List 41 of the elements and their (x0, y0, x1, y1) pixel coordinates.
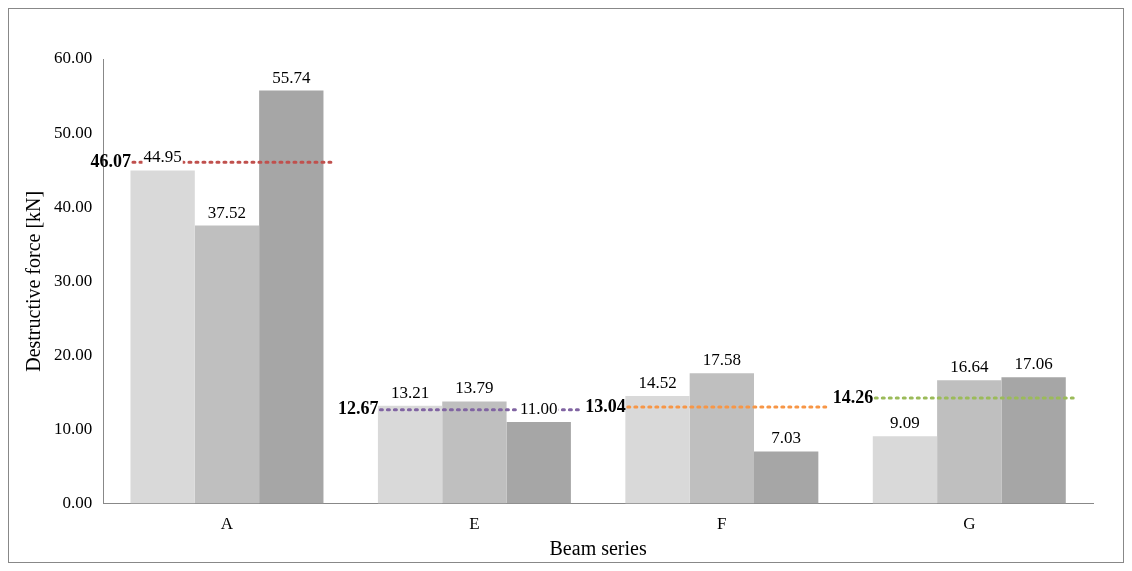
bar (194, 225, 260, 504)
ref-line-label: 12.67 (337, 398, 379, 419)
x-tick-label: A (220, 514, 234, 534)
ref-line-label: 13.04 (585, 395, 626, 416)
ref-line-label: 14.26 (832, 386, 874, 407)
x-tick-label: E (469, 514, 480, 534)
y-axis-title: Destructive force [kN] (22, 190, 45, 372)
y-tick-label: 60.00 (54, 48, 93, 68)
y-tick-label: 50.00 (54, 122, 93, 142)
y-tick-label: 40.00 (54, 196, 93, 216)
bar (872, 436, 938, 504)
data-label: 13.21 (390, 382, 430, 402)
bar (130, 170, 195, 504)
y-tick-label: 30.00 (54, 270, 93, 290)
y-tick-label: 20.00 (54, 344, 93, 364)
data-label: 17.06 (1014, 354, 1053, 374)
data-label: 11.00 (519, 399, 558, 419)
bar (625, 396, 690, 504)
bar (377, 405, 443, 504)
data-label: 7.03 (771, 428, 802, 448)
x-tick-label: G (963, 514, 976, 534)
data-label: 55.74 (272, 67, 311, 87)
bar (442, 401, 507, 504)
data-label: 17.58 (702, 350, 741, 370)
data-label: 14.52 (638, 372, 677, 392)
ref-line-label: 46.07 (90, 150, 131, 171)
y-tick-label: 10.00 (54, 418, 93, 438)
bar (937, 380, 1002, 504)
data-label: 9.09 (890, 413, 920, 433)
bar (506, 422, 571, 504)
y-tick-label: 0.00 (62, 493, 93, 513)
bar (689, 373, 755, 504)
data-label: 16.64 (950, 357, 989, 377)
data-label: 13.79 (455, 378, 494, 398)
data-label: 44.95 (143, 147, 182, 167)
data-label: 37.52 (207, 202, 247, 222)
bar (259, 90, 324, 504)
x-tick-label: F (717, 514, 727, 534)
bar (754, 451, 819, 504)
bar (1001, 377, 1066, 504)
x-axis-title: Beam series (549, 537, 647, 560)
